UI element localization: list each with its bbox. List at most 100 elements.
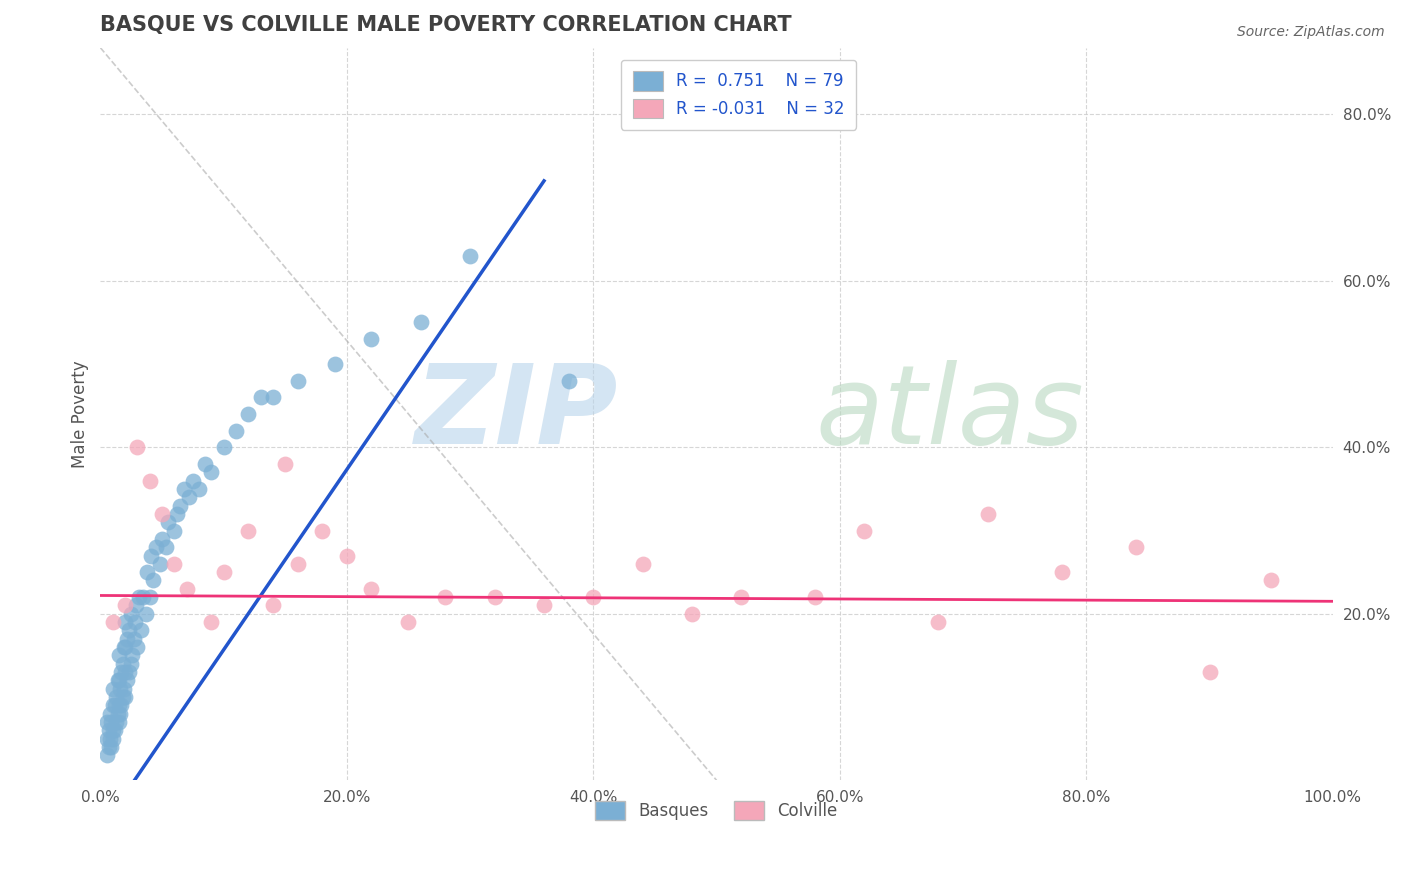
Point <box>105 714 128 729</box>
Point <box>458 249 481 263</box>
Point <box>150 532 173 546</box>
Point <box>262 599 284 613</box>
Point <box>177 490 200 504</box>
Point <box>101 681 124 696</box>
Point <box>108 673 131 688</box>
Point <box>287 374 309 388</box>
Point <box>200 615 222 629</box>
Point <box>138 474 160 488</box>
Point <box>212 565 235 579</box>
Point <box>976 507 998 521</box>
Text: Source: ZipAtlas.com: Source: ZipAtlas.com <box>1237 25 1385 39</box>
Point <box>108 698 131 713</box>
Point <box>145 540 167 554</box>
Point <box>101 731 124 746</box>
Point <box>853 524 876 538</box>
Point <box>129 624 152 638</box>
Text: BASQUE VS COLVILLE MALE POVERTY CORRELATION CHART: BASQUE VS COLVILLE MALE POVERTY CORRELAT… <box>100 15 792 35</box>
Point <box>112 640 135 654</box>
Point <box>681 607 703 621</box>
Point <box>323 357 346 371</box>
Point <box>238 524 260 538</box>
Point <box>360 582 382 596</box>
Point <box>100 739 122 754</box>
Point <box>1198 665 1220 679</box>
Point <box>194 457 217 471</box>
Point <box>631 557 654 571</box>
Point <box>114 665 136 679</box>
Point <box>176 582 198 596</box>
Point <box>120 607 142 621</box>
Point <box>1050 565 1073 579</box>
Point <box>114 640 136 654</box>
Point <box>200 465 222 479</box>
Point <box>163 524 186 538</box>
Point <box>1260 574 1282 588</box>
Point <box>157 515 180 529</box>
Point <box>108 706 131 721</box>
Point <box>434 590 457 604</box>
Point <box>114 599 136 613</box>
Point <box>98 723 121 738</box>
Point <box>98 739 121 754</box>
Point <box>100 714 122 729</box>
Point <box>287 557 309 571</box>
Point <box>225 424 247 438</box>
Point <box>262 390 284 404</box>
Point <box>98 731 121 746</box>
Point <box>311 524 333 538</box>
Point <box>238 407 260 421</box>
Point <box>557 374 579 388</box>
Point <box>114 690 136 704</box>
Point <box>533 599 555 613</box>
Point <box>249 390 271 404</box>
Point <box>138 590 160 604</box>
Y-axis label: Male Poverty: Male Poverty <box>72 360 89 467</box>
Point <box>360 332 382 346</box>
Point <box>148 557 170 571</box>
Point <box>96 748 118 763</box>
Point <box>187 482 209 496</box>
Point <box>117 673 139 688</box>
Point <box>173 482 195 496</box>
Point <box>101 723 124 738</box>
Point <box>110 665 132 679</box>
Point <box>96 714 118 729</box>
Point <box>104 723 127 738</box>
Point <box>927 615 949 629</box>
Point <box>336 549 359 563</box>
Point <box>125 599 148 613</box>
Point <box>127 640 149 654</box>
Point <box>98 706 121 721</box>
Point <box>101 698 124 713</box>
Point <box>136 565 159 579</box>
Point <box>212 440 235 454</box>
Point <box>127 440 149 454</box>
Point <box>101 615 124 629</box>
Point <box>804 590 827 604</box>
Point <box>118 665 141 679</box>
Point <box>110 698 132 713</box>
Point <box>114 615 136 629</box>
Point <box>128 590 150 604</box>
Point <box>111 657 134 671</box>
Point <box>107 706 129 721</box>
Point <box>135 607 157 621</box>
Point <box>169 499 191 513</box>
Point <box>132 590 155 604</box>
Text: ZIP: ZIP <box>415 360 619 467</box>
Point <box>121 648 143 663</box>
Point <box>274 457 297 471</box>
Point <box>139 549 162 563</box>
Point <box>120 657 142 671</box>
Point <box>166 507 188 521</box>
Point <box>112 681 135 696</box>
Point <box>124 615 146 629</box>
Point <box>398 615 420 629</box>
Point <box>108 714 131 729</box>
Point <box>155 540 177 554</box>
Point <box>111 690 134 704</box>
Point <box>1125 540 1147 554</box>
Point <box>142 574 165 588</box>
Point <box>730 590 752 604</box>
